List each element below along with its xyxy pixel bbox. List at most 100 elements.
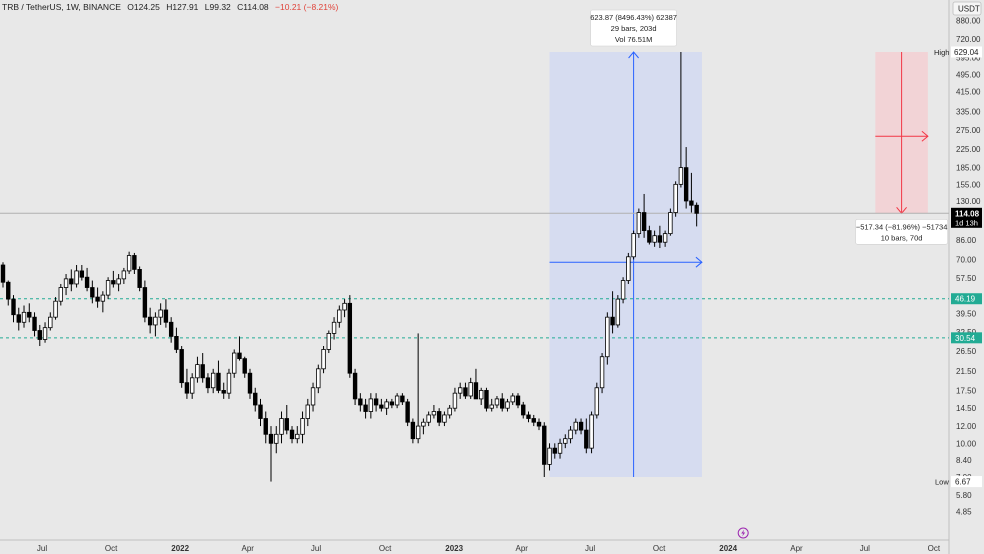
candle-body	[53, 300, 58, 318]
candle	[536, 418, 542, 431]
candle	[394, 393, 400, 409]
candle-body	[126, 255, 132, 272]
candle	[368, 393, 374, 419]
candle	[573, 418, 578, 435]
candle-body	[610, 316, 615, 326]
ohlc-open: O124.25	[127, 2, 160, 12]
candle	[631, 230, 636, 260]
time-axis[interactable]: Jul Oct 2022 Apr Jul Oct 2023 Apr Jul Oct 2024 Apr J…	[37, 544, 941, 553]
candle	[210, 368, 216, 394]
candle	[216, 360, 221, 394]
candle-body	[37, 330, 42, 340]
candle	[195, 356, 200, 383]
candle	[547, 443, 552, 471]
y-tick-label: 495.00	[956, 71, 981, 80]
candle	[116, 274, 121, 292]
candle-body	[547, 447, 552, 465]
candle	[500, 393, 505, 412]
lightning-icon[interactable]	[737, 527, 749, 539]
candle-body	[63, 278, 69, 288]
ohlc-close: C114.08	[237, 2, 269, 12]
candle-body	[121, 270, 127, 280]
candle-body	[563, 438, 568, 444]
y-tick-label: 5.80	[956, 491, 972, 500]
candle	[662, 230, 668, 247]
y-tick-label: 185.00	[956, 164, 981, 173]
candle	[400, 393, 405, 405]
candle-body	[111, 280, 116, 285]
x-tick-label: Jul	[37, 544, 47, 553]
y-tick-label: 225.00	[956, 145, 981, 154]
candle	[331, 317, 337, 340]
candle	[274, 426, 279, 454]
candle-body	[284, 418, 289, 431]
candle	[479, 387, 484, 405]
candle	[557, 438, 563, 459]
candle	[599, 353, 605, 394]
candle-body	[452, 392, 458, 409]
long-measure-volume: Vol 76.51M	[615, 35, 653, 44]
candle	[0, 262, 6, 288]
candle	[42, 322, 48, 343]
candle-body	[289, 429, 295, 440]
symbol-title[interactable]: TRB / TetherUS, 1W, BINANCE	[2, 2, 121, 12]
candle-body	[605, 316, 610, 358]
candle-body	[32, 316, 37, 331]
currency-badge[interactable]	[952, 1, 982, 16]
candle-body	[132, 255, 137, 270]
candle-body	[678, 167, 684, 185]
candle	[363, 398, 368, 419]
candle	[521, 401, 526, 419]
candle	[95, 287, 100, 308]
candle	[32, 312, 37, 337]
candle-body	[147, 316, 153, 326]
candle	[226, 368, 232, 399]
candle-body	[400, 395, 405, 403]
candle	[58, 283, 64, 306]
candle	[526, 411, 531, 423]
candle	[568, 426, 573, 444]
x-tick-label: Oct	[653, 544, 666, 553]
candle-body	[232, 352, 237, 374]
candle-body	[258, 404, 263, 419]
candle-body	[84, 276, 90, 288]
candle-body	[216, 372, 221, 391]
candle	[268, 426, 274, 482]
candle-body	[379, 404, 384, 409]
x-tick-label: Apr	[516, 544, 529, 553]
candle	[352, 368, 358, 405]
price-axis[interactable]: 880.00 720.00 595.00 495.00 415.00 335.00 275.…	[952, 1, 982, 517]
candle-body	[431, 411, 437, 416]
last-price-badge	[951, 207, 982, 228]
x-tick-label: 2023	[445, 544, 463, 553]
long-position-box[interactable]	[549, 52, 702, 477]
candle	[147, 307, 153, 334]
candle	[389, 398, 395, 409]
candle-body	[69, 278, 74, 285]
candle	[379, 398, 384, 412]
candle-body	[352, 372, 358, 400]
candle	[505, 398, 510, 412]
candle-body	[626, 256, 631, 281]
candle-body	[599, 356, 605, 389]
candle-body	[105, 280, 111, 296]
ohlc-high: H127.91	[166, 2, 199, 12]
candle	[689, 172, 694, 213]
candle	[310, 382, 316, 412]
candle-body	[689, 200, 694, 206]
candle	[184, 368, 190, 399]
candle-body	[594, 387, 600, 416]
candle	[16, 307, 21, 331]
candle	[158, 303, 163, 325]
candle	[111, 270, 116, 288]
candle	[53, 297, 58, 320]
candle	[242, 356, 247, 378]
candle	[142, 280, 148, 323]
candle	[69, 269, 74, 292]
candle-body	[652, 235, 657, 243]
low-marker-value: 6.67	[955, 478, 971, 487]
candle-body	[489, 404, 494, 409]
candle-body	[189, 377, 195, 394]
candle-body	[205, 377, 211, 389]
